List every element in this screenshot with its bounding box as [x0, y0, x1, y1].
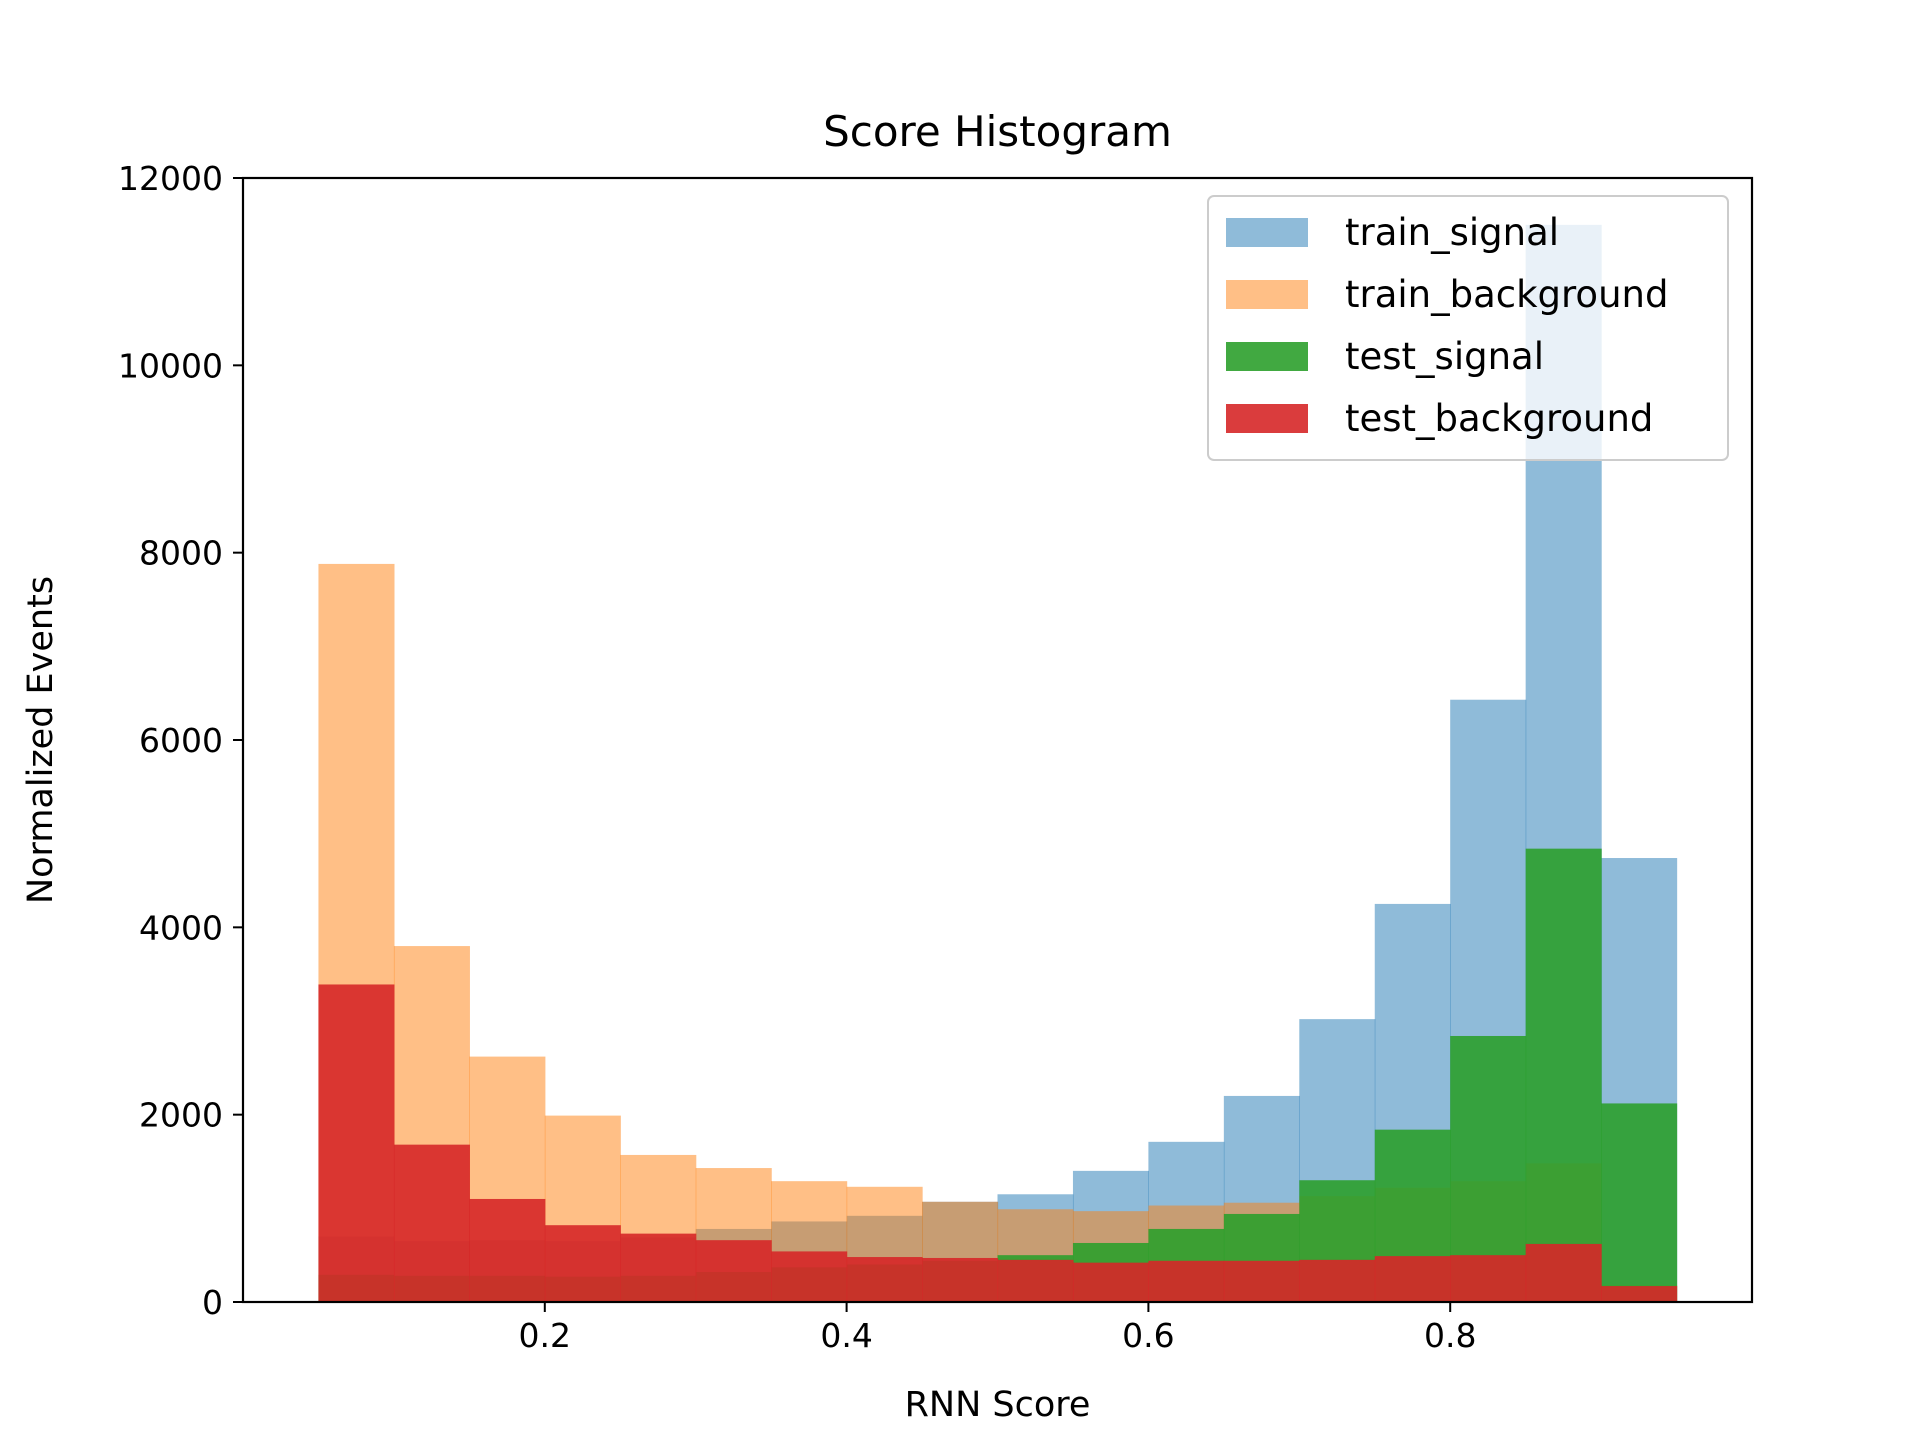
legend: train_signal train_background test_signalt… [1207, 195, 1729, 461]
bar-test_signal-17 [1601, 1103, 1678, 1302]
bar-test_background-12 [1223, 1260, 1300, 1302]
bar-test_background-2 [469, 1198, 546, 1302]
y-tick-label-0: 0 [202, 1283, 223, 1322]
legend-label-train_background: train_background [1345, 273, 1668, 316]
legend-label-test_signal: test_signal [1345, 335, 1544, 378]
chart-title: Score Histogram [823, 107, 1172, 156]
bar-test_background-14 [1374, 1256, 1451, 1302]
x-tick-label-0: 0.2 [519, 1316, 571, 1355]
bar-test_background-13 [1299, 1259, 1376, 1302]
bar-test_background-6 [771, 1251, 848, 1302]
legend-label-train_signal: train_signal [1345, 211, 1559, 254]
bar-test_background-11 [1148, 1260, 1225, 1302]
bar-test_background-9 [997, 1259, 1074, 1302]
bar-test_background-16 [1525, 1243, 1602, 1302]
x-axis-label: RNN Score [905, 1385, 1091, 1425]
legend-swatch-test_background [1226, 404, 1308, 433]
x-tick-label-2: 0.6 [1122, 1316, 1174, 1355]
bar-test_background-1 [393, 1144, 470, 1302]
legend-swatch-train_signal [1226, 218, 1308, 247]
bar-test_background-0 [318, 984, 395, 1302]
bar-test_background-4 [620, 1233, 697, 1302]
y-axis-label: Normalized Events [21, 576, 61, 904]
y-tick-label-1: 2000 [139, 1096, 223, 1135]
bar-test_background-15 [1450, 1255, 1527, 1302]
y-tick-label-4: 8000 [139, 534, 223, 573]
legend-label-test_background: test_background [1345, 397, 1653, 440]
y-tick-label-3: 6000 [139, 721, 223, 760]
x-axis-ticks: 0.2 0.4 0.6 0.8 [519, 1302, 1476, 1355]
series-test_background [318, 984, 1678, 1302]
bar-test_background-5 [695, 1240, 772, 1302]
bar-test_background-17 [1601, 1286, 1678, 1302]
bar-test_signal-16 [1525, 848, 1602, 1302]
legend-swatch-test_signal [1226, 342, 1308, 371]
bar-test_background-8 [922, 1257, 999, 1302]
bar-test_background-7 [846, 1257, 923, 1302]
legend-swatch-train_background [1226, 280, 1308, 309]
legend-box [1207, 195, 1729, 461]
bar-test_background-10 [1072, 1262, 1149, 1302]
y-axis-ticks: 0 2000 4000 6000 8000 10000 12000 [118, 159, 243, 1322]
y-tick-label-6: 12000 [118, 159, 223, 198]
y-tick-label-5: 10000 [118, 346, 223, 385]
x-tick-label-1: 0.4 [820, 1316, 872, 1355]
y-tick-label-2: 4000 [139, 908, 223, 947]
histogram-bars [318, 224, 1678, 1302]
x-tick-label-3: 0.8 [1424, 1316, 1476, 1355]
bar-test_background-3 [544, 1225, 621, 1302]
